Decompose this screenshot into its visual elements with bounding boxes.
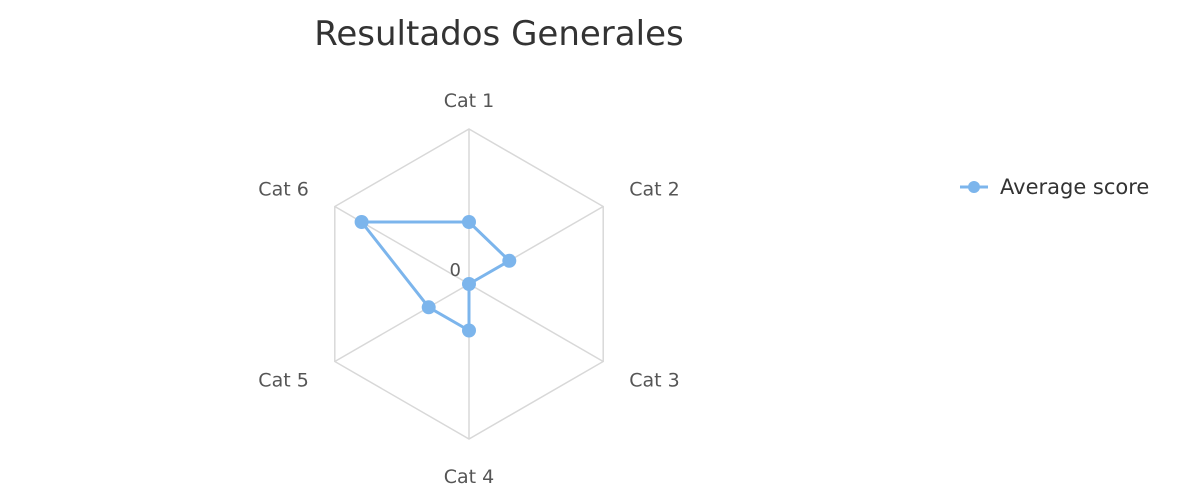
data-point-cat-4[interactable] (462, 323, 476, 338)
data-point-cat-6[interactable] (354, 215, 369, 229)
data-point-cat-5[interactable] (421, 300, 436, 315)
category-labels: Cat 1 Cat 2 Cat 3 Cat 4 Cat 5 Cat 6 (258, 90, 679, 488)
legend-series-symbol-icon (960, 181, 988, 193)
radial-tick-label: 0 (450, 260, 461, 281)
grid-spoke-5 (334, 283, 470, 363)
data-point-cat-1[interactable] (462, 215, 476, 229)
series-line (360, 220, 511, 332)
category-label-5: Cat 5 (258, 370, 309, 392)
category-label-1: Cat 1 (444, 90, 495, 112)
chart-title: Resultados Generales (314, 14, 684, 54)
data-point-cat-2[interactable] (502, 253, 517, 268)
category-label-3: Cat 3 (629, 370, 680, 392)
category-label-4: Cat 4 (444, 466, 495, 488)
category-label-2: Cat 2 (629, 179, 680, 201)
data-point-cat-3[interactable] (462, 277, 476, 291)
grid-spoke-3 (468, 283, 604, 363)
series-average-score[interactable] (354, 215, 517, 338)
category-label-6: Cat 6 (258, 179, 309, 201)
legend-item-average-score[interactable]: Average score (958, 172, 1149, 202)
legend-label: Average score (1000, 175, 1150, 199)
